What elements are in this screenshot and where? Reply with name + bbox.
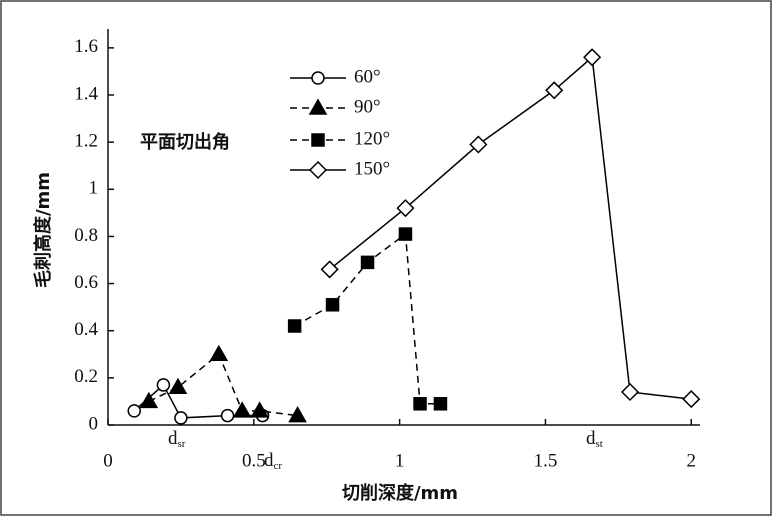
point xyxy=(360,255,375,270)
y-tick-label: 0.2 xyxy=(74,366,98,387)
y-tick-label: 1.4 xyxy=(74,83,98,104)
legend-marker xyxy=(308,98,328,115)
annotation-subscript: st xyxy=(596,438,603,450)
annotation-text: d xyxy=(586,428,596,449)
point xyxy=(250,401,269,418)
point xyxy=(174,411,188,425)
point xyxy=(469,135,488,154)
point xyxy=(220,408,235,423)
y-tick-label: 1 xyxy=(89,178,99,199)
annotation-text: d xyxy=(264,450,274,471)
point xyxy=(545,81,564,100)
point xyxy=(396,199,415,218)
point xyxy=(209,344,229,362)
legend-marker xyxy=(308,160,328,180)
point xyxy=(583,48,602,67)
legend-title: 平面切出角 xyxy=(140,131,230,153)
point xyxy=(325,298,340,312)
y-tick-label: 1.2 xyxy=(74,131,98,152)
point xyxy=(168,377,188,395)
point xyxy=(320,260,339,279)
annotation: dcr xyxy=(264,450,282,471)
point xyxy=(288,406,307,423)
point xyxy=(433,397,448,411)
x-tick-label: 1 xyxy=(395,450,405,471)
annotation-subscript: sr xyxy=(178,438,186,450)
point xyxy=(287,319,302,333)
annotation-text: d xyxy=(168,428,178,449)
y-tick-label: 0 xyxy=(89,413,99,434)
legend-marker xyxy=(311,71,325,85)
x-axis-title: 切削深度/mm xyxy=(342,482,458,504)
y-axis-title: 毛刺高度/mm xyxy=(32,172,54,288)
point xyxy=(682,390,701,409)
legend-marker xyxy=(311,133,325,147)
y-tick-label: 0.6 xyxy=(74,272,98,293)
point xyxy=(398,227,413,241)
y-tick-label: 0.8 xyxy=(74,225,98,246)
legend-label: 60° xyxy=(354,66,381,87)
legend-label: 150° xyxy=(354,158,390,179)
y-tick-label: 0.4 xyxy=(74,319,98,340)
x-tick-label: 2 xyxy=(687,450,697,471)
point xyxy=(413,397,427,411)
annotation-subscript: cr xyxy=(274,460,283,472)
annotation: dst xyxy=(586,428,603,449)
y-tick-label: 1.6 xyxy=(74,36,98,57)
legend-label: 90° xyxy=(354,96,381,117)
x-tick-label: 0.5 xyxy=(242,450,266,471)
x-tick-label: 1.5 xyxy=(534,450,558,471)
point xyxy=(139,391,159,409)
point xyxy=(620,382,640,402)
point xyxy=(127,404,141,418)
annotation: dsr xyxy=(168,428,186,449)
legend-label: 120° xyxy=(354,128,390,149)
x-tick-label: 0 xyxy=(103,450,113,471)
point xyxy=(156,378,171,392)
point xyxy=(232,401,252,418)
